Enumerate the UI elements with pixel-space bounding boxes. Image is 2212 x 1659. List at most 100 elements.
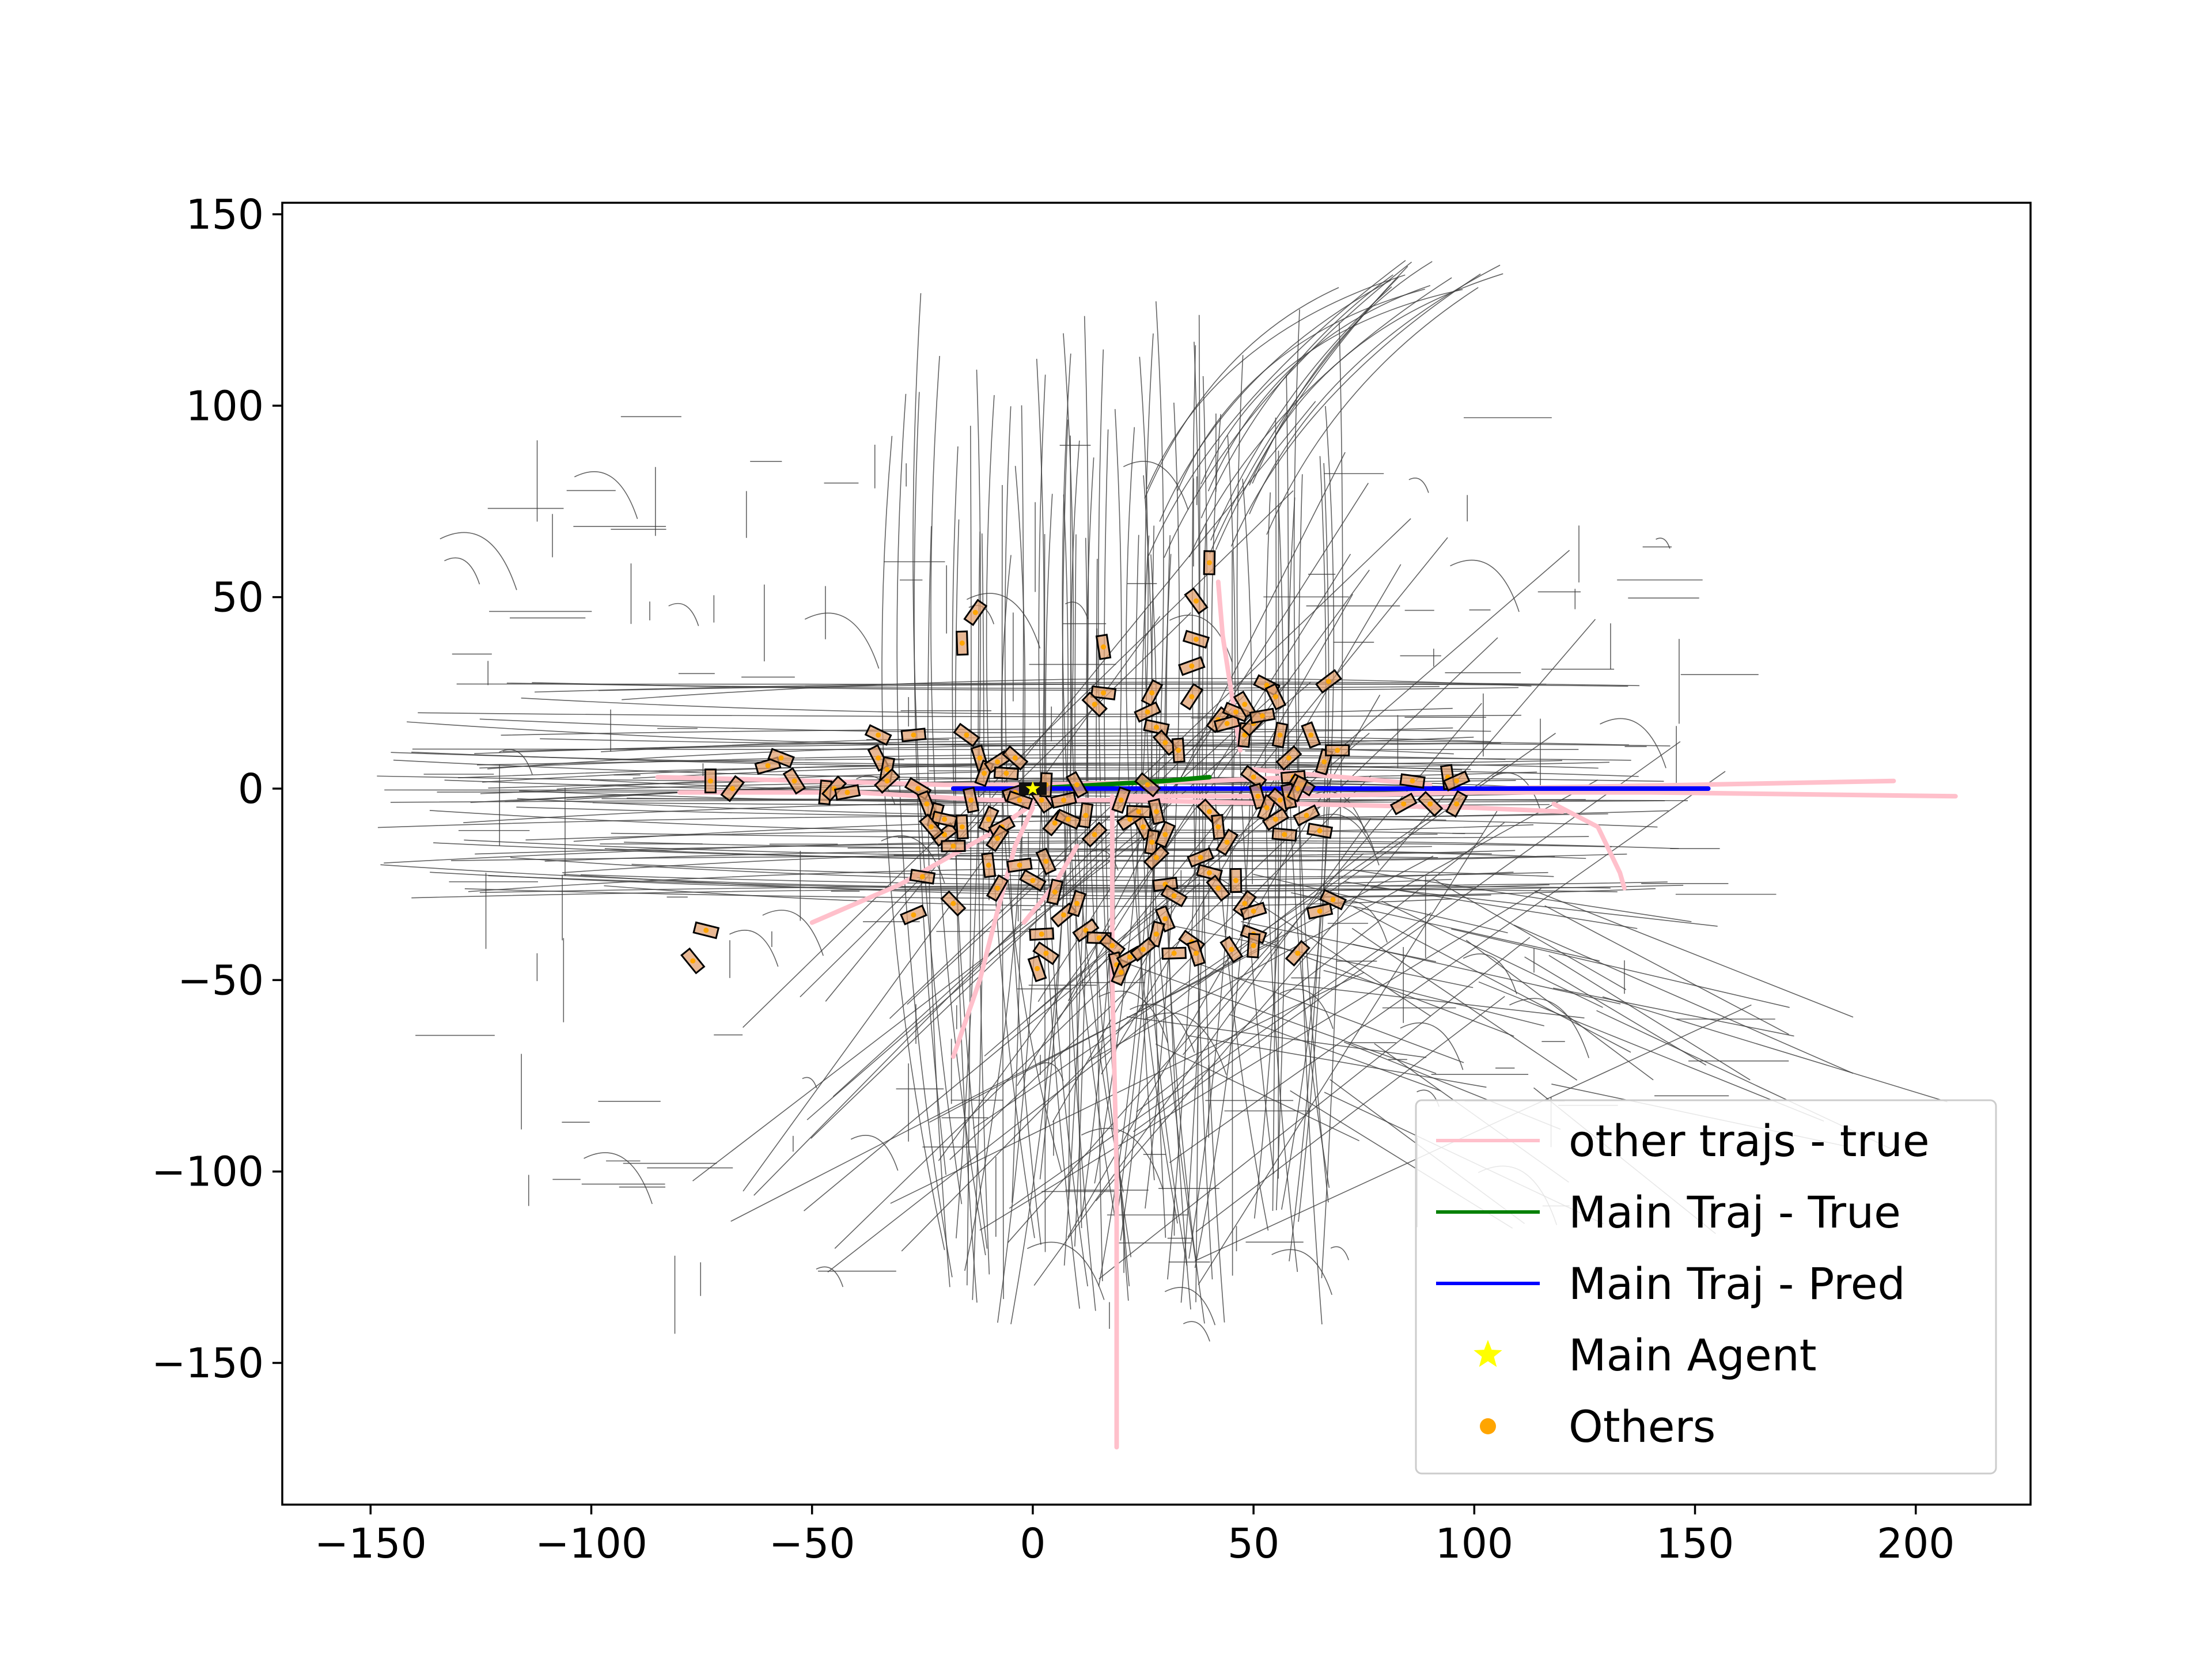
map-lane-112 — [1039, 494, 1069, 1180]
map-lane-25 — [581, 874, 1668, 887]
x-tick-label-5: 100 — [1435, 1520, 1514, 1567]
other-agent-point-24 — [968, 797, 974, 803]
other-agent-point-9 — [876, 755, 881, 761]
other-agent-point-112 — [1251, 943, 1256, 949]
map-lane-410 — [1463, 953, 1517, 994]
map-lane-399 — [1271, 1249, 1332, 1296]
other-agent-point-109 — [1251, 908, 1256, 914]
map-lane-90 — [966, 426, 972, 1286]
other-agent-point-70 — [1189, 663, 1195, 669]
other-agent-point-50 — [1061, 912, 1067, 918]
other-agent-point-21 — [995, 759, 1001, 764]
other-agent-point-87 — [1308, 732, 1314, 738]
other-agent-point-56 — [1096, 935, 1102, 941]
other-agent-point-57 — [1109, 943, 1115, 949]
map-lane-438 — [1183, 1321, 1210, 1342]
map-lane-44 — [632, 762, 1599, 779]
map-lane-151 — [1067, 694, 1381, 1238]
axes-frame — [281, 202, 2032, 1506]
map-lane-442 — [498, 749, 533, 775]
map-lane-318 — [1039, 1062, 1064, 1081]
map-lane-22 — [624, 842, 1432, 850]
other-agent-point-28 — [950, 900, 956, 906]
map-lane-443 — [1081, 1127, 1164, 1190]
other-agent-point-68 — [1176, 748, 1181, 753]
other-agent-point-12 — [911, 732, 916, 738]
x-tick-label-1: −100 — [535, 1520, 647, 1567]
map-lane-215 — [1602, 996, 1948, 1103]
map-lane-314 — [1143, 1012, 1227, 1075]
map-lane-179 — [1183, 703, 1482, 1055]
map-lane-261 — [1408, 478, 1429, 493]
other-agent-point-49 — [1052, 889, 1058, 895]
map-lane-148 — [730, 940, 1279, 1222]
other-agent-point-120 — [1171, 893, 1177, 899]
other-agent-point-33 — [690, 958, 696, 964]
map-lane-363 — [881, 835, 945, 884]
map-lane-376 — [1600, 718, 1666, 768]
map-lane-185 — [1253, 873, 1508, 934]
other-agent-point-54 — [1074, 900, 1080, 906]
map-lane-278 — [1330, 1246, 1349, 1260]
x-tick-label-4: 50 — [1228, 1520, 1279, 1567]
other-traj-line-4 — [1551, 801, 1627, 891]
other-agent-point-140 — [929, 824, 934, 830]
map-lane-267 — [1123, 461, 1189, 510]
other-agent-point-139 — [942, 816, 948, 822]
other-agent-point-104 — [1198, 855, 1203, 861]
map-lane-124 — [1191, 345, 1213, 1279]
map-lane-21 — [475, 842, 1612, 855]
other-agent-point-123 — [1141, 946, 1146, 952]
map-lane-254 — [584, 1152, 653, 1205]
map-lane-36 — [540, 738, 1501, 746]
other-agent-point-95 — [1282, 832, 1287, 838]
map-lane-377 — [1065, 601, 1089, 619]
other-agent-point-131 — [1154, 809, 1159, 815]
other-agent-point-47 — [1030, 878, 1036, 884]
other-agent-point-130 — [1145, 782, 1150, 787]
other-agent-point-113 — [1295, 950, 1301, 956]
other-agent-point-92 — [1255, 793, 1261, 799]
other-agent-point-114 — [1317, 908, 1323, 914]
other-agent-point-1 — [730, 786, 736, 791]
other-agent-point-4 — [791, 778, 797, 784]
other-agent-point-90 — [1335, 748, 1340, 753]
other-agent-point-88 — [1321, 759, 1327, 764]
other-agent-point-122 — [1154, 931, 1159, 937]
map-lane-122 — [1145, 402, 1180, 1209]
other-agent-point-10 — [884, 767, 890, 772]
other-agent-point-117 — [1149, 839, 1155, 845]
map-lane-40 — [482, 762, 1463, 783]
legend: other trajs - true Main Traj - True Main T… — [1415, 1099, 1997, 1475]
other-traj-line-6 — [950, 805, 1035, 1059]
map-lane-83 — [1116, 301, 1164, 1222]
other-agent-point-105 — [1206, 870, 1212, 876]
map-lane-177 — [1195, 996, 1505, 1233]
y-tick-label-1: −100 — [151, 1148, 264, 1196]
other-agent-point-80 — [1259, 713, 1265, 719]
map-lane-101 — [1096, 559, 1103, 1282]
other-agent-point-45 — [1092, 832, 1097, 838]
legend-label-2: Main Traj - Pred — [1569, 1258, 1906, 1309]
map-lane-188 — [1465, 940, 1654, 1081]
other-agent-point-127 — [1118, 797, 1124, 803]
other-agent-point-29 — [986, 862, 991, 868]
map-lane-183 — [804, 882, 1200, 1211]
other-agent-point-137 — [1454, 801, 1460, 807]
other-agent-point-23 — [1012, 755, 1018, 761]
map-lane-127 — [1236, 355, 1275, 1174]
map-lane-115 — [1164, 554, 1205, 1324]
x-tick-label-2: −50 — [769, 1520, 855, 1567]
other-agent-point-107 — [1233, 878, 1238, 884]
map-lane-326 — [1164, 1287, 1216, 1325]
other-agent-point-91 — [1251, 774, 1256, 780]
other-agent-point-129 — [1136, 809, 1142, 815]
map-lane-37 — [604, 885, 1452, 907]
map-lane-202 — [1548, 955, 1751, 1081]
other-agent-point-141 — [959, 824, 965, 830]
map-lane-93 — [978, 531, 990, 1275]
other-agent-point-20 — [982, 770, 987, 776]
map-lane-54 — [418, 712, 1521, 717]
map-lane-206 — [1233, 977, 1585, 1018]
